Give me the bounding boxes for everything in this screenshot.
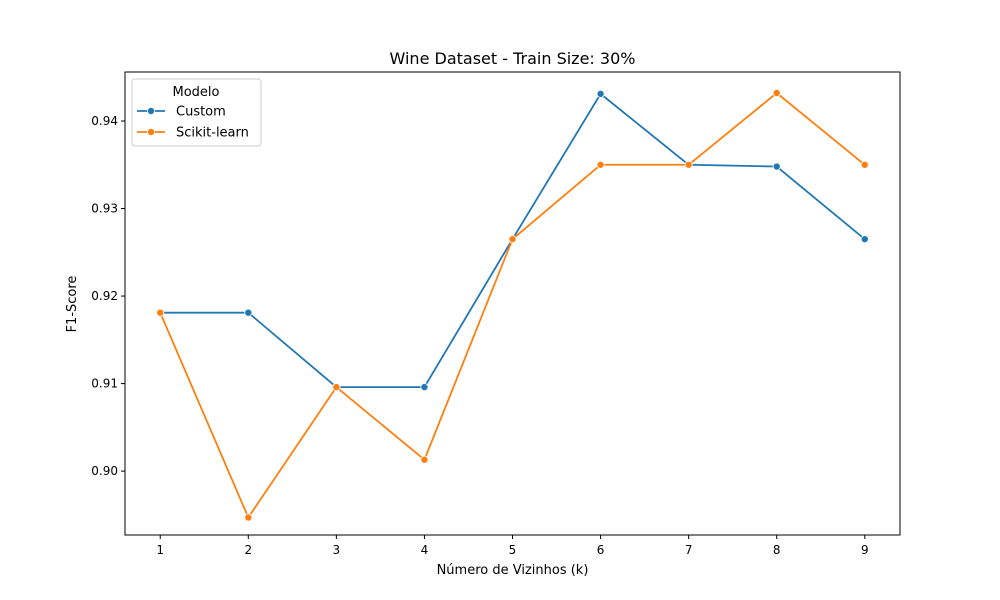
- data-point-scikit-learn: [508, 235, 517, 244]
- legend: Modelo Custom Scikit-learn: [131, 78, 262, 147]
- x-tick-label: 1: [156, 543, 164, 557]
- x-tick-label: 5: [509, 543, 517, 557]
- y-tick-label: 0.93: [91, 202, 118, 216]
- x-tick-label: 2: [244, 543, 252, 557]
- y-tick-label: 0.91: [91, 377, 118, 391]
- x-axis: 1 2 3 4 5 6 7 8 9: [156, 535, 869, 557]
- y-axis-label: F1-Score: [65, 276, 80, 333]
- y-tick-label: 0.92: [91, 289, 118, 303]
- legend-marker-custom: [146, 107, 155, 116]
- legend-label-scikit-learn: Scikit-learn: [176, 126, 249, 141]
- data-point-custom: [596, 89, 605, 98]
- chart-title: Wine Dataset - Train Size: 30%: [390, 49, 636, 68]
- data-point-custom: [420, 383, 429, 392]
- y-tick-label: 0.94: [91, 114, 118, 128]
- data-point-custom: [244, 308, 253, 317]
- y-axis: 0.90 0.91 0.92 0.93 0.94: [91, 114, 125, 478]
- x-tick-label: 8: [773, 543, 781, 557]
- data-point-scikit-learn: [684, 160, 693, 169]
- legend-title: Modelo: [173, 85, 220, 100]
- data-point-scikit-learn: [332, 383, 341, 392]
- data-point-custom: [860, 235, 869, 244]
- data-point-custom: [772, 162, 781, 171]
- data-point-scikit-learn: [156, 308, 165, 317]
- legend-label-custom: Custom: [176, 105, 226, 120]
- data-point-scikit-learn: [772, 89, 781, 98]
- x-tick-label: 9: [861, 543, 869, 557]
- data-point-scikit-learn: [420, 455, 429, 464]
- x-tick-label: 4: [421, 543, 429, 557]
- data-point-scikit-learn: [244, 513, 253, 522]
- legend-marker-scikit-learn: [146, 127, 155, 136]
- series-layer: [156, 89, 869, 522]
- x-axis-label: Número de Vizinhos (k): [437, 563, 589, 578]
- legend-box: [131, 78, 262, 147]
- data-point-scikit-learn: [860, 160, 869, 169]
- y-tick-label: 0.90: [91, 464, 118, 478]
- x-tick-label: 7: [685, 543, 693, 557]
- data-point-scikit-learn: [596, 160, 605, 169]
- x-tick-label: 3: [333, 543, 341, 557]
- x-tick-label: 6: [597, 543, 605, 557]
